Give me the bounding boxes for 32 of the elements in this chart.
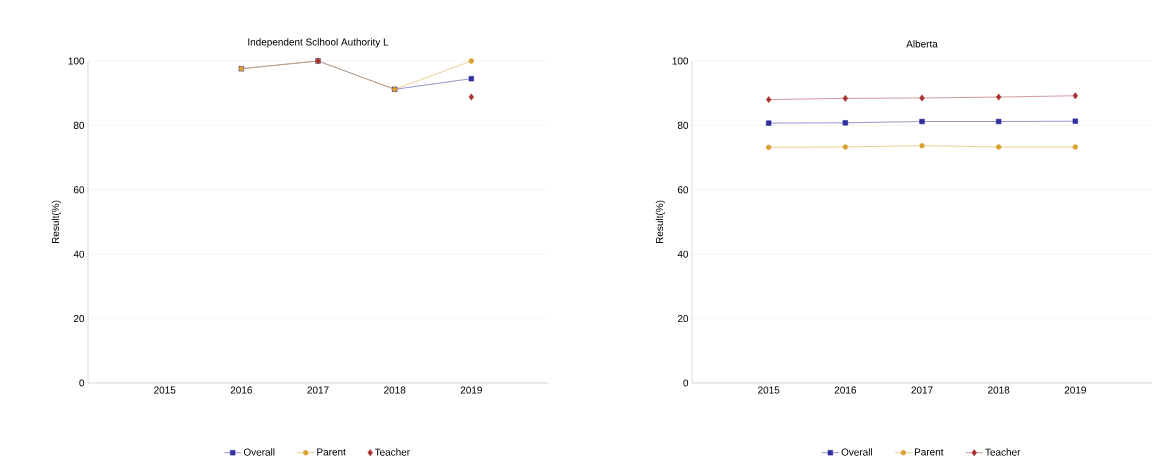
x-tick-label: 2017	[307, 386, 329, 394]
legend-label: Parent	[914, 448, 944, 456]
y-tick-label: 80	[73, 121, 85, 129]
y-tick-label: 20	[73, 315, 85, 323]
y-tick-label: 100	[672, 57, 689, 65]
legend-label: Teacher	[374, 448, 410, 456]
x-tick-label: 2016	[230, 386, 252, 394]
y-tick-label: 0	[683, 379, 689, 387]
x-tick-label: 2019	[460, 386, 482, 394]
x-tick-label: 2015	[758, 386, 780, 394]
y-tick-label: 20	[677, 315, 689, 323]
y-axis-title: Result(%)	[655, 200, 666, 244]
x-tick-label: 2018	[384, 386, 406, 394]
x-tick-label: 2017	[911, 386, 933, 394]
y-tick-label: 60	[677, 186, 689, 194]
chart-title: Alberta	[906, 40, 938, 48]
y-tick-label: 100	[68, 57, 85, 65]
y-tick-label: 0	[79, 379, 85, 387]
y-tick-label: 40	[73, 250, 85, 258]
legend-label: Parent	[317, 448, 346, 456]
legend-label: Overall	[841, 448, 872, 456]
x-tick-label: 2019	[1064, 386, 1086, 394]
x-tick-label: 2018	[988, 386, 1010, 394]
x-tick-label: 2016	[834, 386, 856, 394]
y-tick-label: 60	[73, 186, 85, 194]
chart-title: Independent Sclhool Authority L	[248, 38, 389, 48]
x-tick-label: 2015	[154, 386, 176, 394]
legend-label: Overall	[243, 448, 275, 456]
legend-label: Teacher	[985, 448, 1021, 456]
y-axis-title: Result(%)	[51, 200, 62, 244]
y-tick-label: 80	[677, 121, 689, 129]
y-tick-label: 40	[677, 250, 689, 258]
